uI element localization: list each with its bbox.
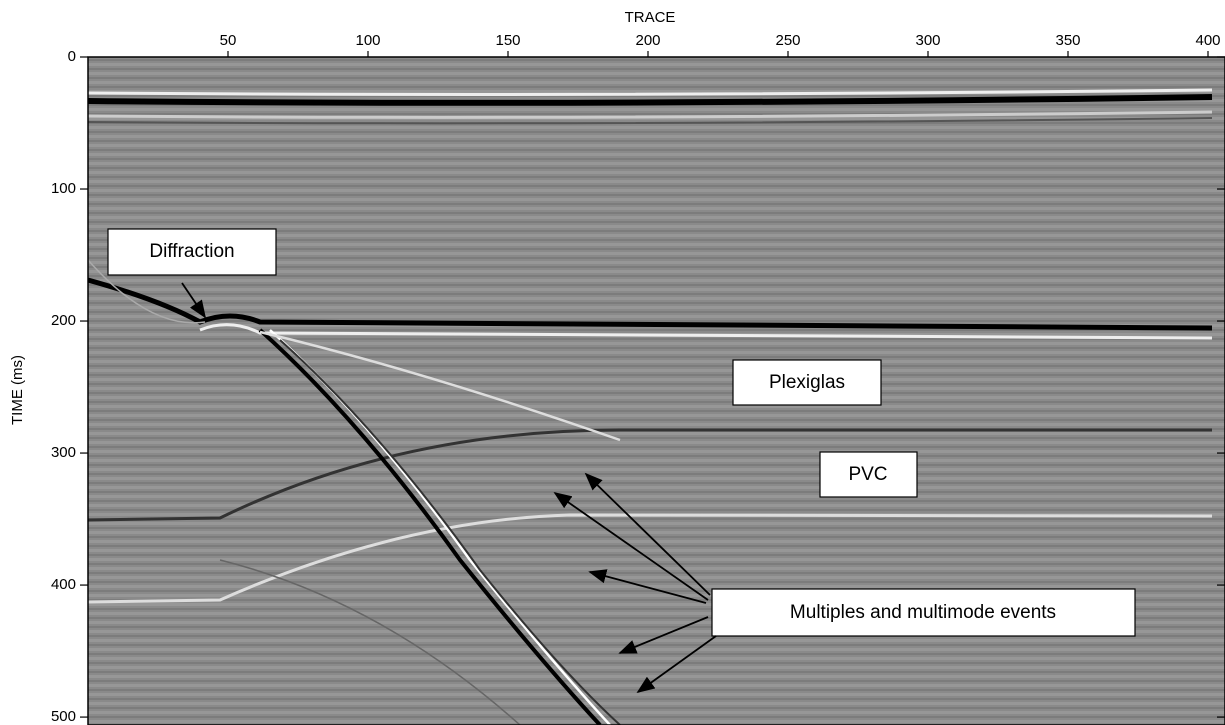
annotation: Multiples and multimode events <box>790 602 1056 623</box>
x-tick-label: 150 <box>495 32 520 49</box>
y-tick-label: 0 <box>68 48 76 65</box>
arrow <box>181 282 207 319</box>
x-axis-label: TRACE <box>625 9 676 26</box>
x-tick-label: 400 <box>1195 32 1220 49</box>
y-tick-label: 100 <box>51 180 76 197</box>
y-tick-label: 500 <box>51 708 76 725</box>
arrow <box>584 472 711 596</box>
seismic-section <box>88 57 1225 725</box>
y-axis-label: TIME (ms) <box>9 355 26 425</box>
annotation-box <box>711 588 1136 637</box>
x-tick-label: 200 <box>635 32 660 49</box>
annotation-box <box>107 228 277 276</box>
x-tick-label: 50 <box>220 32 237 49</box>
y-tick-label: 200 <box>51 312 76 329</box>
y-tick-label: 400 <box>51 576 76 593</box>
annotation-box <box>732 359 882 406</box>
x-tick-label: 350 <box>1055 32 1080 49</box>
annotation: Plexiglas <box>769 372 845 393</box>
y-tick-label: 300 <box>51 444 76 461</box>
annotation: PVC <box>848 464 887 485</box>
x-tick-label: 250 <box>775 32 800 49</box>
annotation: Diffraction <box>149 241 234 262</box>
arrow <box>553 491 709 601</box>
arrow <box>618 616 709 654</box>
arrow <box>636 635 717 694</box>
annotation-box <box>819 451 918 498</box>
arrow <box>588 569 707 604</box>
x-tick-label: 100 <box>355 32 380 49</box>
x-tick-label: 300 <box>915 32 940 49</box>
